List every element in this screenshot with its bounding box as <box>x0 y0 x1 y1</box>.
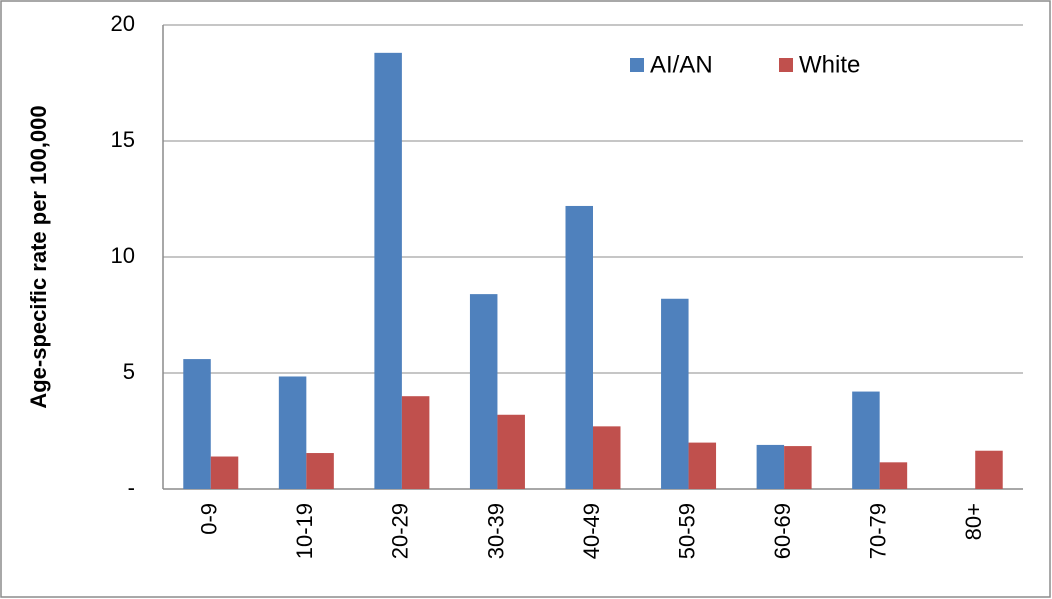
x-tick-label: 30-39 <box>483 503 508 559</box>
bar <box>784 446 812 489</box>
bar <box>497 414 525 489</box>
bar <box>975 450 1003 489</box>
bar <box>661 298 689 489</box>
legend-label: AI/AN <box>650 51 713 78</box>
bar <box>210 456 239 489</box>
bar <box>374 52 402 490</box>
y-axis-label: Age-specific rate per 100,000 <box>26 105 51 408</box>
legend-swatch <box>630 58 644 72</box>
bar <box>401 396 430 489</box>
x-tick-label: 0-9 <box>197 503 222 535</box>
bar <box>593 426 621 489</box>
x-tick-label: 60-69 <box>770 503 795 559</box>
legend-swatch <box>779 58 793 72</box>
x-tick-label: 80+ <box>961 503 986 540</box>
bar <box>306 453 334 489</box>
x-tick-label: 10-19 <box>292 503 317 559</box>
bar <box>688 442 717 489</box>
x-tick-label: 70-79 <box>865 503 890 559</box>
bar <box>183 359 211 489</box>
x-tick-label: 20-29 <box>388 503 413 559</box>
y-tick-label: 5 <box>123 359 135 384</box>
bar <box>278 376 307 489</box>
y-tick-label: 20 <box>111 11 135 36</box>
bar <box>852 391 880 489</box>
x-tick-label: 40-49 <box>579 503 604 559</box>
y-tick-label: - <box>128 475 135 500</box>
y-tick-label: 15 <box>111 127 135 152</box>
bar <box>756 444 785 489</box>
y-tick-label: 10 <box>111 243 135 268</box>
legend-label: White <box>799 51 860 78</box>
bar <box>879 462 908 489</box>
bar <box>565 205 593 489</box>
bar <box>469 294 498 489</box>
x-tick-label: 50-59 <box>674 503 699 559</box>
